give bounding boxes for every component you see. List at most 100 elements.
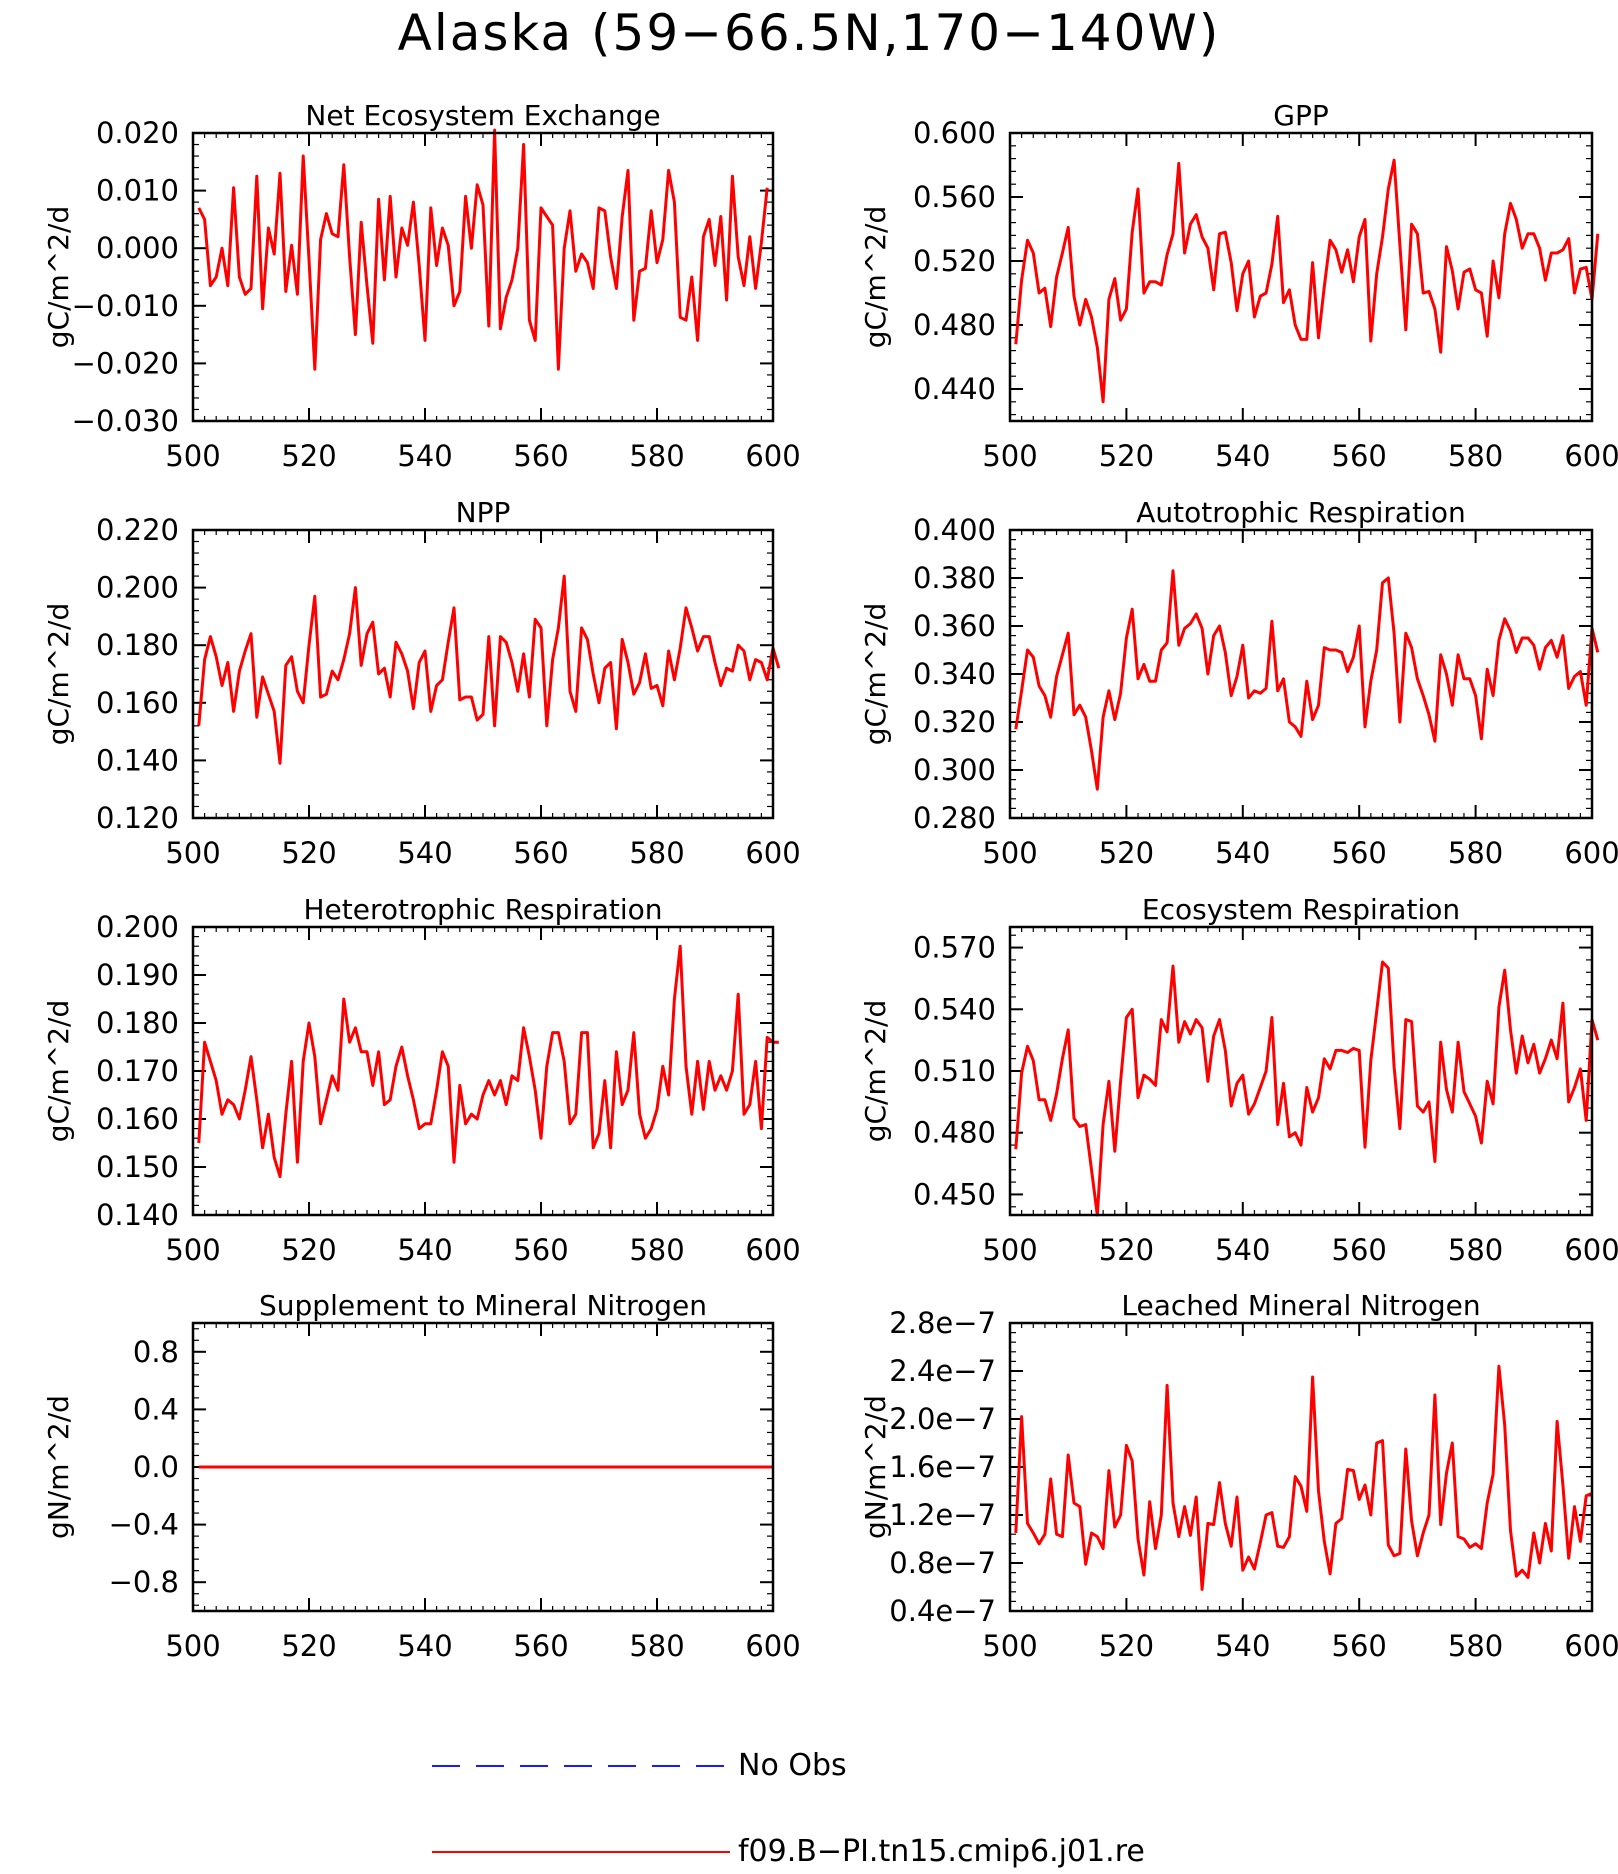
x-tick-label: 580 bbox=[629, 1233, 684, 1267]
x-tick-label: 540 bbox=[397, 439, 452, 473]
y-tick-label: 0.160 bbox=[96, 686, 179, 720]
x-tick-label: 520 bbox=[281, 439, 336, 473]
plot-frame bbox=[191, 925, 775, 1217]
x-tick-label: 580 bbox=[629, 1629, 684, 1663]
y-tick-label: 0.480 bbox=[913, 1116, 996, 1150]
x-tick-label: 540 bbox=[1215, 1629, 1270, 1663]
x-tick-label: 520 bbox=[1099, 439, 1154, 473]
y-tick-label: 0.150 bbox=[96, 1150, 179, 1184]
y-tick-label: 0.560 bbox=[913, 180, 996, 214]
y-tick-label: 0.160 bbox=[96, 1102, 179, 1136]
x-tick-label: 540 bbox=[397, 1233, 452, 1267]
x-tick-label: 600 bbox=[745, 1233, 800, 1267]
y-tick-label: 1.2e−7 bbox=[889, 1498, 996, 1532]
x-tick-label: 560 bbox=[513, 836, 568, 870]
y-tick-label: 0.8 bbox=[133, 1335, 179, 1369]
y-tick-label: 0.200 bbox=[96, 571, 179, 605]
chart-panel-supplement-to-mineral-nitrogen: Supplement to Mineral Nitrogen gN/m^2/d 50… bbox=[42, 1289, 801, 1663]
x-tick-label: 500 bbox=[165, 1233, 220, 1267]
series-line bbox=[197, 574, 781, 765]
x-tick-label: 600 bbox=[745, 836, 800, 870]
x-tick-label: 500 bbox=[982, 439, 1037, 473]
y-tick-label: 0.120 bbox=[96, 801, 179, 835]
x-tick-label: 520 bbox=[281, 1629, 336, 1663]
y-tick-label: 0.000 bbox=[96, 231, 179, 265]
series-line bbox=[1014, 158, 1600, 404]
y-tick-label: 0.4 bbox=[133, 1392, 179, 1426]
chart-panel-gpp: GPP gC/m^2/d 500 520 540 560 580 600 0.440 0.480 0… bbox=[859, 99, 1618, 473]
x-tick-label: 560 bbox=[513, 1629, 568, 1663]
y-tick-label: 0.440 bbox=[913, 372, 996, 406]
x-tick-label: 600 bbox=[1564, 439, 1618, 473]
x-tick-label: 540 bbox=[1215, 1233, 1270, 1267]
y-tick-label: 0.480 bbox=[913, 308, 996, 342]
legend-label-model-run: f09.B−PI.tn15.cmip6.j01.re bbox=[738, 1834, 1145, 1869]
chart-panel-net-ecosystem-exchange: Net Ecosystem Exchange gC/m^2/d 500 520 540 5… bbox=[42, 99, 801, 473]
y-tick-label: 0.400 bbox=[913, 513, 996, 547]
plot-frame bbox=[1008, 131, 1594, 423]
x-tick-label: 580 bbox=[629, 836, 684, 870]
y-tick-label: 0.380 bbox=[913, 561, 996, 595]
y-tick-label: −0.4 bbox=[109, 1508, 179, 1542]
x-tick-label: 500 bbox=[982, 1629, 1037, 1663]
series-line bbox=[197, 128, 769, 371]
x-tick-label: 600 bbox=[745, 439, 800, 473]
y-tick-label: 0.020 bbox=[96, 116, 179, 150]
chart-title: Leached Mineral Nitrogen bbox=[1121, 1289, 1480, 1322]
chart-panel-leached-mineral-nitrogen: Leached Mineral Nitrogen gN/m^2/d 500 520 54… bbox=[859, 1289, 1618, 1663]
chart-title: GPP bbox=[1273, 99, 1328, 132]
x-tick-label: 600 bbox=[1564, 1629, 1618, 1663]
x-tick-label: 580 bbox=[629, 439, 684, 473]
series-line bbox=[1014, 569, 1600, 791]
y-tick-label: 2.0e−7 bbox=[889, 1402, 996, 1436]
x-tick-label: 540 bbox=[397, 1629, 452, 1663]
legend-label-no-obs: No Obs bbox=[738, 1748, 847, 1783]
y-axis-label: gC/m^2/d bbox=[42, 206, 75, 349]
y-tick-label: 0.520 bbox=[913, 244, 996, 278]
series-line bbox=[197, 944, 779, 1179]
y-tick-label: −0.020 bbox=[72, 346, 179, 380]
x-tick-label: 540 bbox=[1215, 439, 1270, 473]
x-tick-label: 520 bbox=[281, 836, 336, 870]
y-tick-label: −0.8 bbox=[109, 1565, 179, 1599]
y-tick-label: 0.300 bbox=[913, 753, 996, 787]
y-tick-label: 0.140 bbox=[96, 743, 179, 777]
x-tick-label: 520 bbox=[1099, 1233, 1154, 1267]
y-axis-label: gC/m^2/d bbox=[859, 1000, 892, 1143]
x-tick-label: 540 bbox=[397, 836, 452, 870]
y-axis-label: gN/m^2/d bbox=[859, 1395, 892, 1539]
x-tick-label: 500 bbox=[165, 1629, 220, 1663]
y-tick-label: −0.010 bbox=[72, 289, 179, 323]
x-tick-label: 500 bbox=[165, 439, 220, 473]
y-tick-label: 0.190 bbox=[96, 958, 179, 992]
plot-frame bbox=[1008, 528, 1594, 820]
x-tick-label: 580 bbox=[1448, 439, 1503, 473]
y-axis-label: gC/m^2/d bbox=[42, 1000, 75, 1143]
y-tick-label: 0.540 bbox=[913, 992, 996, 1026]
y-tick-label: 0.4e−7 bbox=[889, 1594, 996, 1628]
y-tick-label: 0.200 bbox=[96, 910, 179, 944]
y-tick-label: 2.8e−7 bbox=[889, 1306, 996, 1340]
y-tick-label: 0.180 bbox=[96, 1006, 179, 1040]
chart-panel-autotrophic-respiration: Autotrophic Respiration gC/m^2/d 500 520 540… bbox=[859, 496, 1618, 870]
x-tick-label: 560 bbox=[1332, 836, 1387, 870]
y-tick-label: 0.140 bbox=[96, 1198, 179, 1232]
chart-title: Net Ecosystem Exchange bbox=[305, 99, 660, 132]
page-title: Alaska (59−66.5N,170−140W) bbox=[397, 4, 1221, 62]
x-tick-label: 500 bbox=[982, 1233, 1037, 1267]
y-tick-label: 0.600 bbox=[913, 116, 996, 150]
x-tick-label: 560 bbox=[1332, 1233, 1387, 1267]
chart-title: Ecosystem Respiration bbox=[1142, 893, 1460, 926]
y-tick-label: 0.170 bbox=[96, 1054, 179, 1088]
y-tick-label: −0.030 bbox=[72, 404, 179, 438]
chart-title: Heterotrophic Respiration bbox=[304, 893, 663, 926]
x-tick-label: 500 bbox=[982, 836, 1037, 870]
x-tick-label: 580 bbox=[1448, 1233, 1503, 1267]
x-tick-label: 580 bbox=[1448, 836, 1503, 870]
y-tick-label: 0.570 bbox=[913, 931, 996, 965]
x-tick-label: 600 bbox=[1564, 836, 1618, 870]
plot-frame bbox=[191, 1321, 775, 1613]
chart-panel-ecosystem-respiration: Ecosystem Respiration gC/m^2/d 500 520 540 56… bbox=[859, 893, 1618, 1267]
x-tick-label: 560 bbox=[1332, 1629, 1387, 1663]
y-tick-label: 0.320 bbox=[913, 705, 996, 739]
